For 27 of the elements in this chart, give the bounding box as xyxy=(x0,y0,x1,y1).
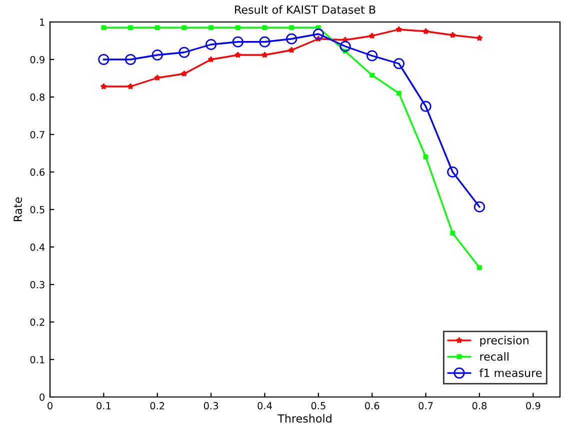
chart-title: Result of KAIST Dataset B xyxy=(235,5,376,14)
x-axis-title: Threshold xyxy=(278,414,332,423)
y-tick-label: 0 xyxy=(40,393,44,401)
x-tick-label: 0.3 xyxy=(204,402,218,410)
x-tick-label: 0.5 xyxy=(311,402,326,410)
x-tick-label: 0.4 xyxy=(258,402,272,410)
y-tick-label: 0.6 xyxy=(30,168,45,176)
legend-label: recall xyxy=(480,352,508,361)
y-tick-label: 0.3 xyxy=(30,280,44,288)
x-tick-label: 0.7 xyxy=(418,402,433,410)
legend-label: f1 measure xyxy=(480,368,542,378)
y-axis-title: Rate xyxy=(14,197,22,222)
y-tick-label: 0.1 xyxy=(30,356,44,364)
x-tick-label: 0.2 xyxy=(150,402,164,410)
x-tick-label: 0.1 xyxy=(96,402,111,410)
x-tick-label: 0.6 xyxy=(365,402,380,410)
y-tick-label: 0.4 xyxy=(30,243,45,251)
y-tick-label: 0.7 xyxy=(30,130,44,138)
x-tick-label: 0.9 xyxy=(526,402,540,410)
y-tick-label: 0.8 xyxy=(30,93,44,101)
legend-label: precision xyxy=(480,336,528,347)
y-tick-label: 0.9 xyxy=(30,56,44,64)
x-tick-label: 0 xyxy=(48,402,52,410)
x-tick-label: 0.8 xyxy=(472,402,487,410)
y-tick-label: 1 xyxy=(40,18,44,26)
y-tick-label: 0.5 xyxy=(30,206,44,214)
y-tick-label: 0.2 xyxy=(30,318,44,326)
